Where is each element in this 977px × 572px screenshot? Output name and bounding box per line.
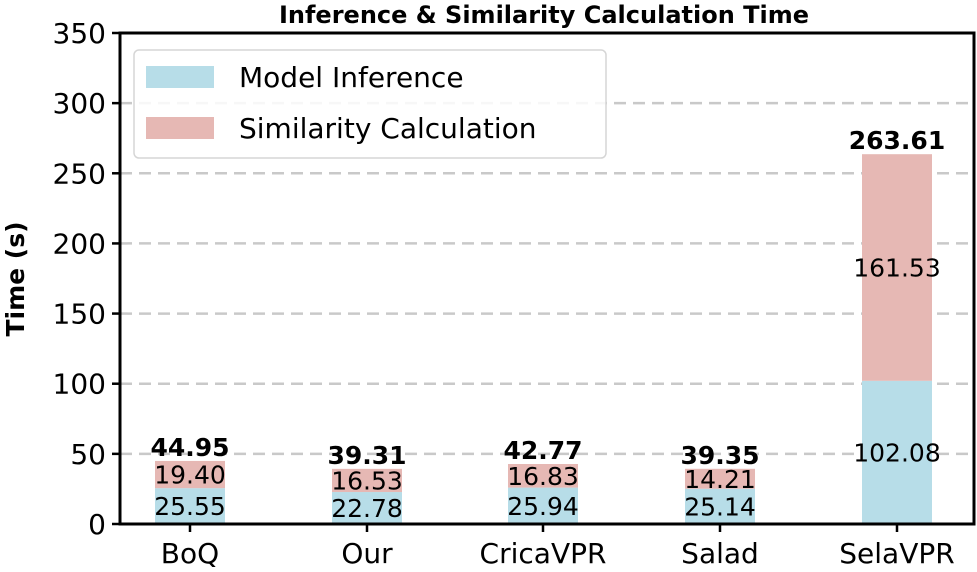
y-tick-label-200: 200 xyxy=(53,227,106,260)
bar-labels: 25.55 22.78 25.94 25.14 102.08 19.40 16.53 16.8… xyxy=(150,126,945,523)
total-label-boq: 44.95 xyxy=(150,433,229,462)
value-label-similarity-calculation-cricavpr: 16.83 xyxy=(507,462,579,491)
value-label-similarity-calculation-our: 16.53 xyxy=(331,466,403,495)
y-axis-label: Time (s) xyxy=(1,221,30,336)
bar-model-inference-our xyxy=(332,492,402,524)
total-label-cricavpr: 42.77 xyxy=(503,436,582,465)
bar-similarity-calculation-our xyxy=(332,468,402,493)
y-tick-label-0: 0 xyxy=(88,508,106,541)
value-label-similarity-calculation-selavpr: 161.53 xyxy=(853,253,940,282)
y-tick-label-350: 350 xyxy=(53,17,106,50)
bar-similarity-calculation-selavpr xyxy=(862,154,932,381)
total-label-salad: 39.35 xyxy=(680,441,759,470)
x-tick-label-salad: Salad xyxy=(681,537,759,570)
bar-similarity-calculation-cricavpr xyxy=(508,463,578,488)
legend: Model Inference Similarity Calculation xyxy=(133,49,607,159)
bars xyxy=(155,154,932,524)
x-tick-label-selavpr: SelaVPR xyxy=(839,537,954,570)
total-label-our: 39.31 xyxy=(327,441,406,470)
legend-swatch-model-inference xyxy=(146,66,214,88)
x-tick-label-boq: BoQ xyxy=(161,537,219,570)
value-label-model-inference-our: 22.78 xyxy=(331,494,403,523)
total-label-selavpr: 263.61 xyxy=(849,126,945,155)
legend-label-model-inference: Model Inference xyxy=(239,61,464,94)
bar-model-inference-cricavpr xyxy=(508,487,578,524)
value-label-model-inference-selavpr: 102.08 xyxy=(853,438,940,467)
value-label-model-inference-boq: 25.55 xyxy=(154,492,226,521)
y-tick-label-50: 50 xyxy=(70,438,106,471)
chart-title: Inference & Similarity Calculation Time xyxy=(279,1,809,29)
legend-label-similarity-calculation: Similarity Calculation xyxy=(239,112,537,145)
value-label-model-inference-cricavpr: 25.94 xyxy=(507,492,579,521)
y-tick-label-250: 250 xyxy=(53,157,106,190)
value-label-similarity-calculation-boq: 19.40 xyxy=(154,461,226,490)
bar-model-inference-salad xyxy=(685,488,755,524)
y-tick-label-100: 100 xyxy=(53,368,106,401)
value-label-model-inference-salad: 25.14 xyxy=(684,492,756,521)
legend-frame xyxy=(133,49,607,159)
x-tick-label-cricavpr: CricaVPR xyxy=(480,537,607,570)
bar-similarity-calculation-salad xyxy=(685,468,755,489)
bar-similarity-calculation-boq xyxy=(155,460,225,489)
x-tick-label-our: Our xyxy=(341,537,393,570)
legend-swatch-similarity-calculation xyxy=(146,117,214,139)
axes: 0 50 100 150 200 250 300 350 BoQ Our CricaVPR Salad… xyxy=(53,17,976,570)
bar-model-inference-selavpr xyxy=(862,380,932,524)
value-label-similarity-calculation-salad: 14.21 xyxy=(684,465,756,494)
y-tick-label-150: 150 xyxy=(53,298,106,331)
y-tick-label-300: 300 xyxy=(53,87,106,120)
bar-model-inference-boq xyxy=(155,488,225,524)
plot-frame xyxy=(118,31,976,526)
